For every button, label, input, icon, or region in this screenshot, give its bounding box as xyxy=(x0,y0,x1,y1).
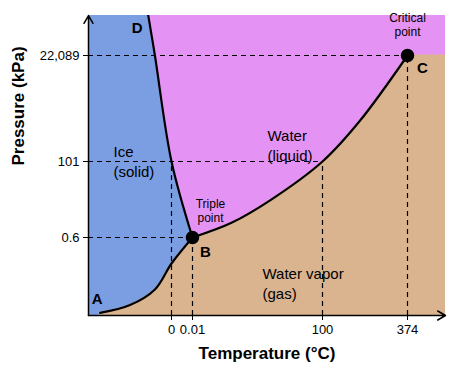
svg-text:Criticalpoint: Criticalpoint xyxy=(389,11,426,39)
svg-text:Temperature (°C): Temperature (°C) xyxy=(199,344,336,363)
svg-text:Pressure (kPa): Pressure (kPa) xyxy=(9,46,28,165)
svg-text:Water vapor(gas): Water vapor(gas) xyxy=(263,265,344,302)
svg-text:22,089: 22,089 xyxy=(40,48,80,63)
svg-text:Water(liquid): Water(liquid) xyxy=(268,127,313,164)
svg-text:Triplepoint: Triplepoint xyxy=(196,197,226,225)
svg-text:B: B xyxy=(200,243,211,260)
svg-text:0.6: 0.6 xyxy=(61,230,79,245)
svg-text:0.01: 0.01 xyxy=(180,322,205,337)
svg-text:100: 100 xyxy=(312,322,334,337)
svg-text:Ice(solid): Ice(solid) xyxy=(114,143,155,180)
svg-text:0: 0 xyxy=(168,322,175,337)
svg-text:A: A xyxy=(92,290,103,307)
svg-text:D: D xyxy=(132,19,143,36)
svg-text:374: 374 xyxy=(397,322,419,337)
svg-text:101: 101 xyxy=(58,154,80,169)
svg-text:C: C xyxy=(417,59,428,76)
